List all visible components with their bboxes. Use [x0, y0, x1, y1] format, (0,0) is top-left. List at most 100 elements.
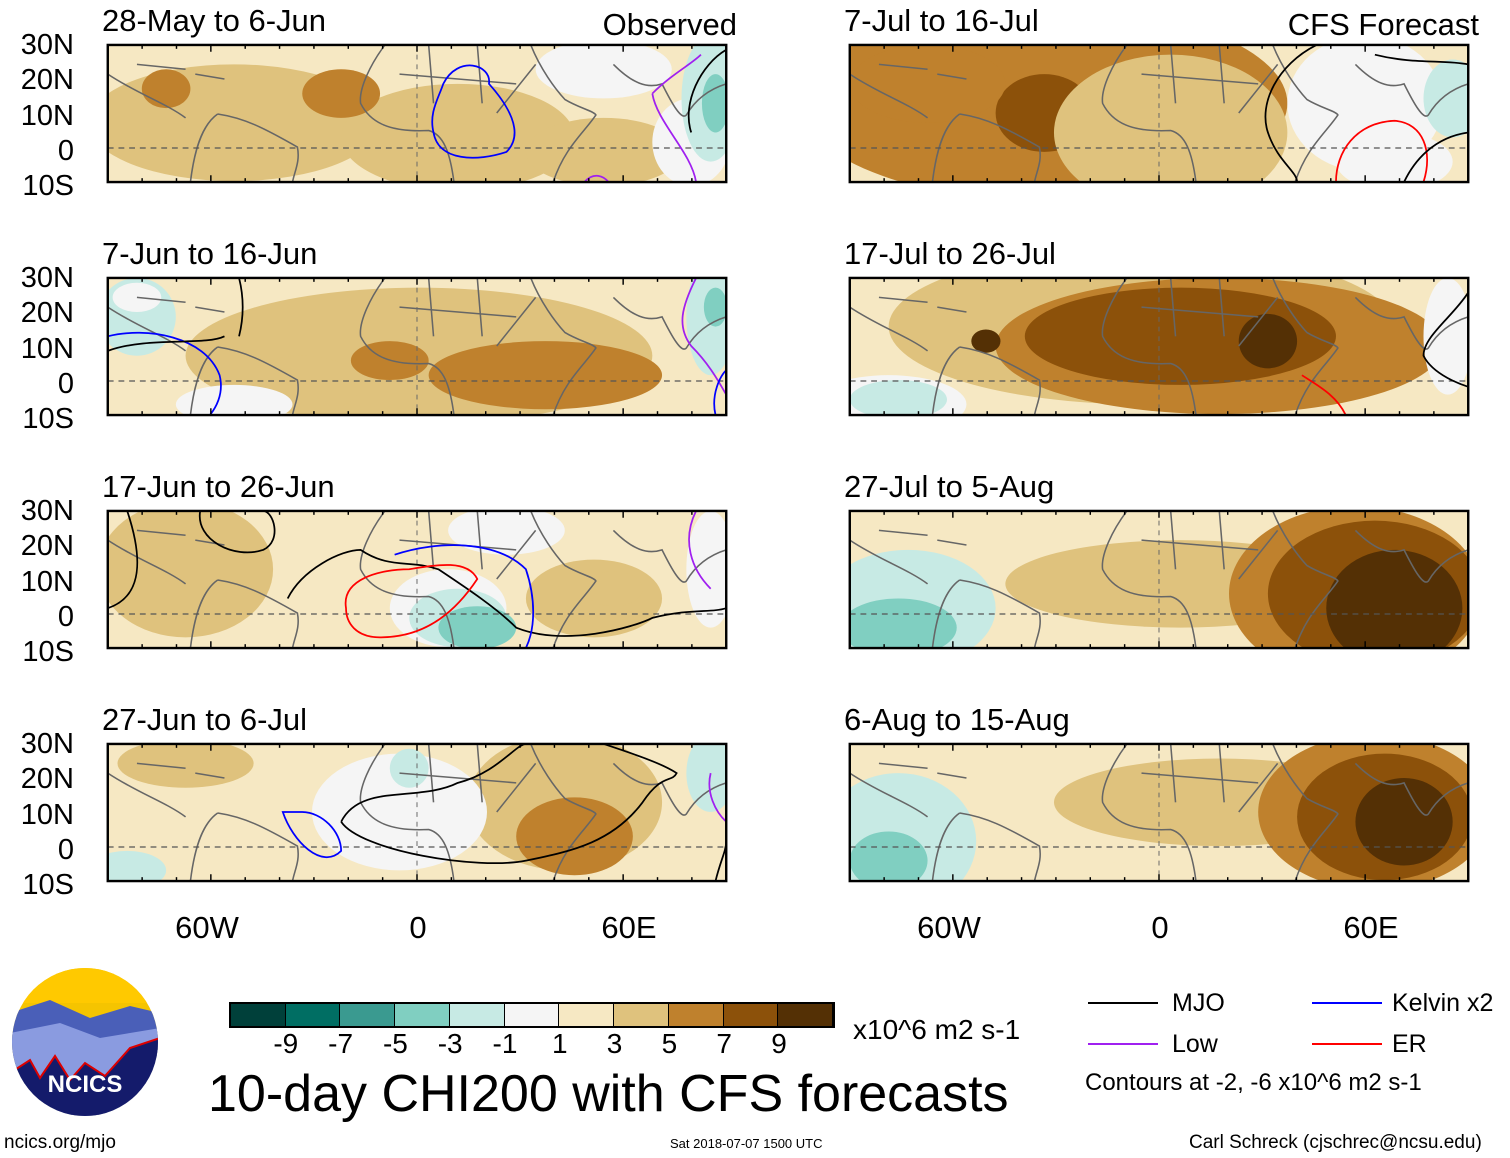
- coastline: [1272, 510, 1339, 649]
- shading-region: [849, 831, 928, 882]
- coastline: [359, 277, 455, 416]
- coastline: [931, 346, 1041, 416]
- coastline: [1354, 529, 1469, 583]
- coastline: [189, 579, 299, 649]
- coastline: [399, 743, 537, 813]
- coastline: [612, 296, 727, 350]
- coastline: [107, 762, 225, 818]
- shading-region: [1423, 59, 1469, 138]
- colorbar-swatch: [778, 1004, 834, 1026]
- map-panel: [106, 276, 728, 417]
- shading-region: [1054, 54, 1288, 183]
- lat-label: 30N: [20, 728, 74, 760]
- panel-title: 28-May to 6-Jun: [102, 3, 326, 38]
- lon-label: 60E: [1343, 910, 1399, 945]
- shading-region: [584, 571, 643, 607]
- coastline: [1101, 743, 1197, 882]
- wave-contour: [687, 49, 727, 133]
- wave-contour: [1264, 44, 1317, 183]
- legend-mjo-label: MJO: [1172, 989, 1225, 1017]
- coastline: [399, 510, 537, 580]
- coastline: [931, 113, 1041, 183]
- shading-region: [686, 743, 727, 813]
- lon-label: 60E: [601, 910, 657, 945]
- footer-url[interactable]: ncics.org/mjo: [4, 1132, 116, 1153]
- legend-er-line: [1312, 1043, 1382, 1045]
- lat-label: 20N: [20, 530, 74, 563]
- shading-region: [849, 380, 947, 416]
- ncics-logo: NCICS: [12, 968, 158, 1116]
- coastline: [530, 44, 597, 183]
- wave-contour: [713, 369, 727, 416]
- coastline: [612, 762, 727, 816]
- coastline: [931, 579, 1041, 649]
- wave-contour: [340, 743, 678, 864]
- colorbar-tick-label: 9: [771, 1028, 787, 1059]
- map-panel: [848, 276, 1470, 417]
- shading-region: [107, 510, 274, 638]
- coastline: [189, 346, 299, 416]
- coastline: [1272, 277, 1339, 416]
- coastline: [107, 529, 225, 585]
- lon-label: 0: [1151, 910, 1169, 945]
- wave-contour: [281, 811, 343, 859]
- coastline: [359, 44, 455, 183]
- shading-region: [703, 287, 727, 327]
- coastline: [849, 63, 967, 119]
- legend-er-label: ER: [1392, 1030, 1427, 1058]
- lat-label: 0: [57, 833, 74, 866]
- coastline: [530, 277, 597, 416]
- coastline: [931, 812, 1041, 882]
- colorbar-tick-label: 5: [661, 1028, 678, 1059]
- panel-title: 27-Jun to 6-Jul: [102, 702, 308, 737]
- lat-label: 10N: [20, 798, 74, 831]
- colorbar-swatch: [285, 1004, 341, 1026]
- map-panel: [848, 509, 1470, 650]
- shading-region: [112, 282, 162, 312]
- lat-label: 10N: [20, 332, 74, 365]
- colorbar-swatch: [504, 1004, 560, 1026]
- coastline: [849, 762, 967, 818]
- contours-note: Contours at -2, -6 x10^6 m2 s-1: [1085, 1069, 1422, 1096]
- panel-title: 6-Aug to 15-Aug: [844, 702, 1070, 737]
- shading-region: [701, 74, 727, 133]
- lat-label: 20N: [20, 64, 74, 97]
- shading-region: [107, 850, 167, 882]
- colorbar-swatch: [449, 1004, 505, 1026]
- legend-kelvin-line: [1312, 1002, 1382, 1004]
- lat-label: 20N: [20, 763, 74, 796]
- coastline: [612, 529, 727, 583]
- shading-region: [1355, 777, 1453, 866]
- shading-region: [1326, 549, 1463, 649]
- colorbar-tick-label: -1: [492, 1028, 518, 1059]
- coastline: [399, 44, 537, 114]
- wave-contour: [1403, 131, 1469, 183]
- lat-label: 20N: [20, 297, 74, 330]
- map-panel: [848, 742, 1470, 883]
- panel-title: 7-Jul to 16-Jul: [844, 3, 1039, 38]
- map-panel: [106, 742, 728, 883]
- coastline: [1141, 44, 1279, 114]
- footer-author: Carl Schreck (cjschrec@ncsu.edu): [1189, 1132, 1482, 1153]
- colorbar-swatch: [395, 1004, 450, 1026]
- panel-title: 17-Jul to 26-Jul: [844, 236, 1056, 271]
- wave-contour: [286, 548, 727, 637]
- coastline: [189, 812, 299, 882]
- coastline: [530, 510, 597, 649]
- coastline: [1272, 44, 1339, 183]
- shading-region: [341, 83, 575, 183]
- wave-contour: [340, 743, 527, 823]
- coastline: [1141, 510, 1279, 580]
- colorbar-tick-label: -3: [437, 1028, 463, 1059]
- panel-title: 17-Jun to 26-Jun: [102, 469, 335, 504]
- wave-contour: [1422, 292, 1469, 388]
- shading-region: [428, 341, 663, 410]
- wave-contour: [708, 772, 727, 823]
- wave-contour: [651, 54, 702, 183]
- colorbar-tick-label: 1: [552, 1028, 568, 1059]
- wave-contour: [1301, 374, 1347, 416]
- panel-title: 27-Jul to 5-Aug: [844, 469, 1055, 504]
- lat-label: 10S: [22, 170, 74, 202]
- lon-label: 60W: [175, 910, 239, 945]
- lat-label: 10S: [22, 403, 74, 435]
